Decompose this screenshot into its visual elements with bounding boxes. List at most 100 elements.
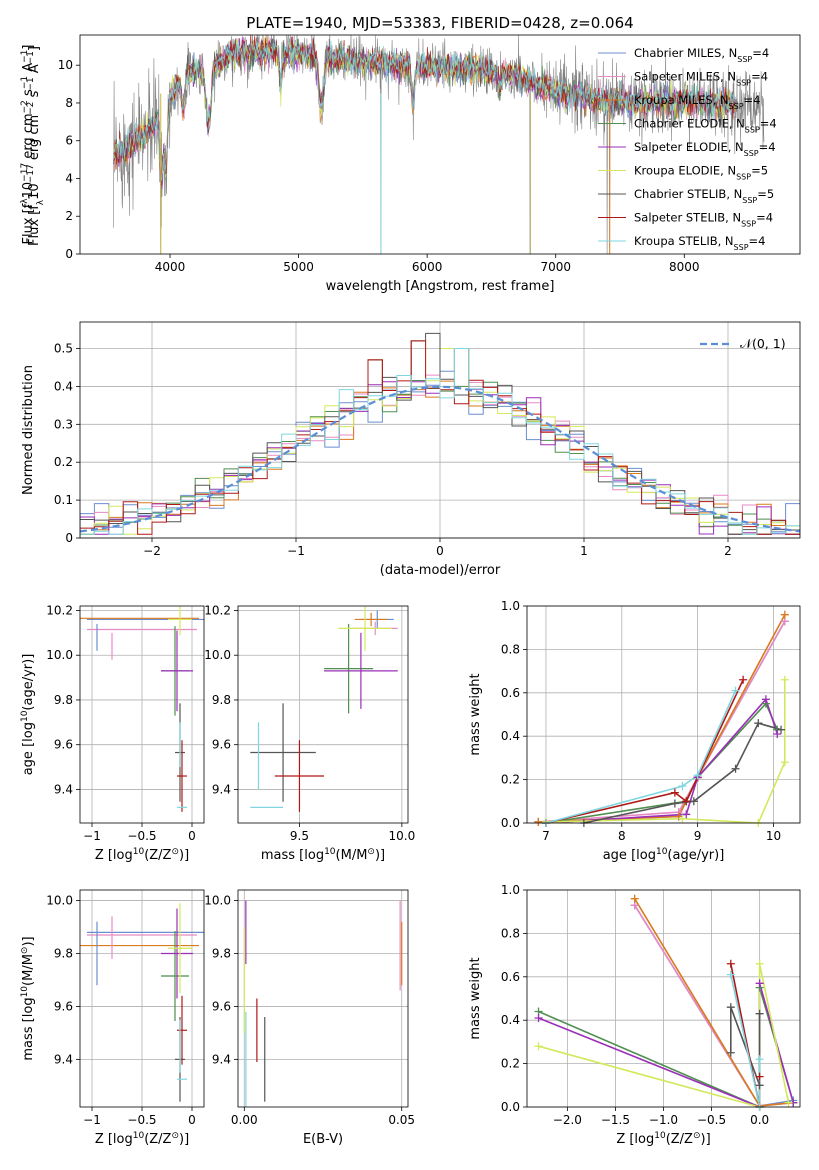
y-tick-label: 6 xyxy=(65,134,73,148)
series-marker xyxy=(726,1003,735,1012)
series-marker xyxy=(780,758,789,767)
y-tick-label: 0.4 xyxy=(501,729,520,743)
y-tick-label: 0.1 xyxy=(54,493,73,507)
y-tick-label: 0.3 xyxy=(54,417,73,431)
x-axis-label: Z [log10(Z/Z⊙)] xyxy=(95,1131,189,1147)
panel-mass-vs-Z: −1 −0.5 0 9.4 9.6 9.8 10.0 Z [log10(Z/Z⊙)] mass … xyxy=(20,889,205,1147)
plot-area xyxy=(538,614,786,823)
y-tick-label: 1.0 xyxy=(501,599,520,613)
series-marker xyxy=(682,810,691,819)
x-tick-label: 4000 xyxy=(155,260,186,274)
y-tick-label: 9.4 xyxy=(54,782,73,796)
axes-frame xyxy=(79,321,801,539)
plot-area xyxy=(80,903,204,1102)
legend-entry: Kroupa MILES, NSSP=4 xyxy=(634,93,760,111)
x-tick-label: −1.5 xyxy=(601,1113,630,1127)
y-tick-label: 2 xyxy=(65,209,73,223)
series-marker xyxy=(755,979,764,988)
histogram-6 xyxy=(80,332,800,538)
y-tick-label: 0.0 xyxy=(501,816,520,830)
x-tick-label: 9.5 xyxy=(290,829,309,843)
axes-frame xyxy=(79,889,205,1108)
series-marker xyxy=(755,959,764,968)
series-marker xyxy=(534,817,543,826)
legend-entry: Chabrier MILES, NSSP=4 xyxy=(634,46,769,64)
legend-entry: Chabrier ELODIE, NSSP=4 xyxy=(634,117,777,135)
panel-mass-vs-ebv: 0.00 0.05 9.4 9.6 9.8 10.0 E(B-V) xyxy=(204,889,415,1147)
x-axis-label: age [log10(age/yr)] xyxy=(603,847,725,863)
x-tick-label: −0.5 xyxy=(127,1113,156,1127)
x-tick-label: 2 xyxy=(724,544,732,558)
figure-title: PLATE=1940, MJD=53383, FIBERID=0428, z=0… xyxy=(246,14,633,32)
series-marker xyxy=(754,719,763,728)
x-tick-label: 0.05 xyxy=(388,1113,415,1127)
y-tick-label: 10.2 xyxy=(46,603,73,617)
panel-mass-weight-vs-age: 7 8 9 10 0.0 0.2 0.4 0.6 0.8 1.0 age [log10(age/yr… xyxy=(468,599,801,863)
y-tick-label: 8 xyxy=(65,96,73,110)
series-marker xyxy=(678,814,687,823)
panel-age-vs-Z: −1 −0.5 0 9.4 9.6 9.8 10.0 10.2 Z [log10(Z/Z⊙)] a… xyxy=(20,603,205,863)
x-tick-label: 0 xyxy=(436,544,444,558)
y-tick-label: 0.5 xyxy=(54,342,73,356)
series-marker xyxy=(534,1014,543,1023)
y-tick-label: 0.4 xyxy=(501,1013,520,1027)
series-line xyxy=(729,1006,761,1086)
y-tick-label: 0.8 xyxy=(501,642,520,656)
y-tick-label: 10.2 xyxy=(204,603,231,617)
y-tick-label: 9.6 xyxy=(212,738,231,752)
axes-frame xyxy=(237,605,409,824)
series-marker xyxy=(726,959,735,968)
x-tick-label: 8 xyxy=(618,829,626,843)
x-tick-label: 1 xyxy=(580,544,588,558)
x-tick-label: 0 xyxy=(188,829,196,843)
plot-area xyxy=(250,606,398,812)
series-marker xyxy=(755,1055,764,1064)
series-marker xyxy=(784,1098,793,1107)
y-axis-label: mass weight xyxy=(468,673,483,755)
series-line xyxy=(634,898,794,1107)
y-tick-label: 1.0 xyxy=(501,883,520,897)
axes-frame xyxy=(526,605,801,824)
y-tick-label: 0.2 xyxy=(501,773,520,787)
y-tick-label: 9.4 xyxy=(212,1052,231,1066)
series-marker xyxy=(739,675,748,684)
y-axis-label: Flux [fλ10−17 erg cm−2 s−1 A−1] xyxy=(20,45,36,245)
y-tick-label: 0.8 xyxy=(501,926,520,940)
x-tick-label: 5000 xyxy=(283,260,314,274)
series-marker xyxy=(731,686,740,695)
legend-entry: Salpeter ELODIE, NSSP=4 xyxy=(634,140,776,158)
x-tick-label: 9 xyxy=(694,829,702,843)
y-tick-label: 0 xyxy=(65,531,73,545)
series-marker xyxy=(755,1072,764,1081)
x-tick-label: 10.0 xyxy=(388,829,415,843)
axes-frame xyxy=(79,605,205,824)
axes-frame xyxy=(526,889,801,1108)
plot-area xyxy=(80,606,204,812)
y-tick-label: 0.2 xyxy=(501,1057,520,1071)
y-tick-label: 0.6 xyxy=(501,686,520,700)
series-line xyxy=(583,722,782,823)
panel-age-vs-mass: 9.5 10.0 9.4 9.6 9.8 10.0 10.2 mass [log10(M/M⊙… xyxy=(204,603,415,863)
panel-residual-histogram: −2 −1 0 1 2 0 0.1 0.2 0.3 0.4 0.5 𝒩(0, 1) (data-mode… xyxy=(21,321,801,578)
y-axis-label: mass [log10(M/M⊙)] xyxy=(20,936,36,1060)
series-line xyxy=(538,614,786,823)
y-tick-label: 9.6 xyxy=(54,738,73,752)
legend: Chabrier MILES, NSSP=4 Salpeter MILES, NS… xyxy=(598,46,777,252)
model-spectrum-8 xyxy=(113,39,736,181)
series-line xyxy=(545,690,737,823)
normal-reference-curve xyxy=(80,385,800,533)
x-tick-label: 0.0 xyxy=(750,1113,769,1127)
y-tick-label: 9.8 xyxy=(212,693,231,707)
axes-frame xyxy=(237,889,409,1108)
axes-frame xyxy=(79,34,801,255)
series-marker xyxy=(670,799,679,808)
series-marker xyxy=(780,610,789,619)
y-tick-label: 10 xyxy=(58,58,73,72)
y-tick-label: 10.0 xyxy=(204,648,231,662)
legend-entry: Kroupa ELODIE, NSSP=5 xyxy=(634,164,768,182)
series-marker xyxy=(682,797,691,806)
series-line xyxy=(545,679,786,823)
x-axis-label: E(B-V) xyxy=(303,1132,343,1147)
y-tick-label: 10.0 xyxy=(204,894,231,908)
legend-entry: Kroupa STELIB, NSSP=4 xyxy=(634,234,765,252)
